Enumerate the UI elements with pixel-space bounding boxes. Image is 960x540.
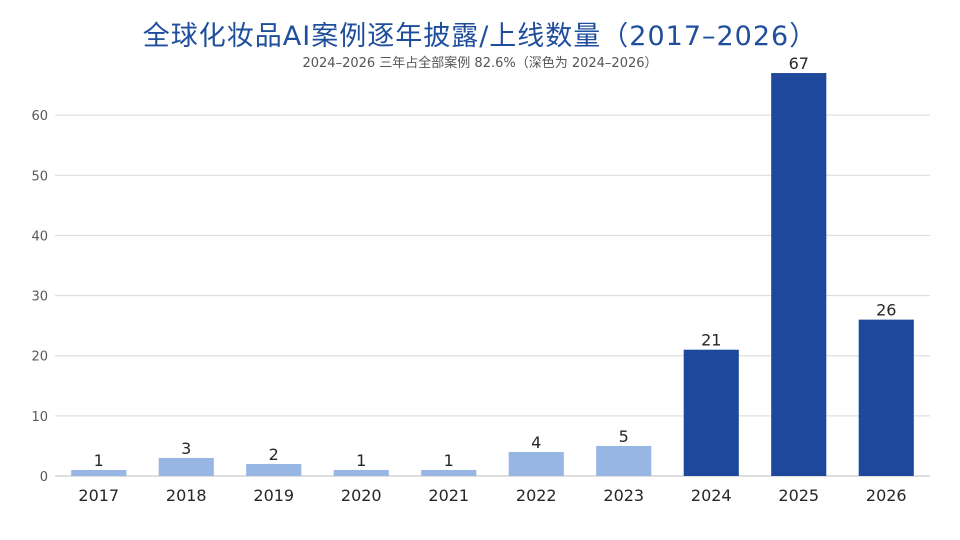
x-tick-label: 2017 bbox=[78, 486, 119, 505]
bar-2022 bbox=[508, 451, 564, 476]
data-label: 2 bbox=[269, 445, 279, 464]
chart-title: 全球化妆品AI案例逐年披露/上线数量（2017–2026） bbox=[142, 21, 818, 52]
data-label: 5 bbox=[619, 427, 629, 446]
x-tick-label: 2025 bbox=[778, 486, 819, 505]
data-label: 26 bbox=[876, 301, 896, 320]
y-tick-label: 10 bbox=[31, 410, 48, 425]
x-tick-label: 2021 bbox=[428, 486, 469, 505]
data-label: 21 bbox=[701, 331, 721, 350]
x-tick-label: 2024 bbox=[691, 486, 732, 505]
bar-2019 bbox=[246, 463, 302, 476]
bar-2018 bbox=[158, 457, 214, 476]
x-tick-label: 2020 bbox=[341, 486, 382, 505]
y-tick-label: 30 bbox=[31, 290, 48, 305]
data-label: 1 bbox=[94, 451, 104, 470]
y-tick-label: 40 bbox=[31, 229, 48, 244]
y-tick-label: 50 bbox=[31, 169, 48, 184]
bar-2025 bbox=[771, 73, 827, 477]
data-label: 4 bbox=[531, 433, 541, 452]
data-label: 1 bbox=[444, 451, 454, 470]
bar-2021 bbox=[421, 469, 477, 476]
x-tick-label: 2026 bbox=[866, 486, 907, 505]
bar-2020 bbox=[333, 469, 389, 476]
data-label: 67 bbox=[789, 54, 809, 73]
y-tick-label: 20 bbox=[31, 350, 48, 365]
bar-2026 bbox=[858, 319, 914, 476]
x-tick-label: 2018 bbox=[166, 486, 207, 505]
bar-2017 bbox=[71, 469, 127, 476]
y-tick-label: 60 bbox=[31, 109, 48, 124]
data-label: 1 bbox=[356, 451, 366, 470]
x-tick-label: 2019 bbox=[253, 486, 294, 505]
bar-2024 bbox=[683, 349, 739, 476]
x-tick-label: 2022 bbox=[516, 486, 557, 505]
y-tick-label: 0 bbox=[40, 470, 48, 485]
chart-subtitle: 2024–2026 三年占全部案例 82.6%（深色为 2024–2026） bbox=[302, 56, 658, 71]
data-label: 3 bbox=[181, 439, 191, 458]
x-tick-label: 2023 bbox=[603, 486, 644, 505]
bar-2023 bbox=[596, 445, 652, 476]
